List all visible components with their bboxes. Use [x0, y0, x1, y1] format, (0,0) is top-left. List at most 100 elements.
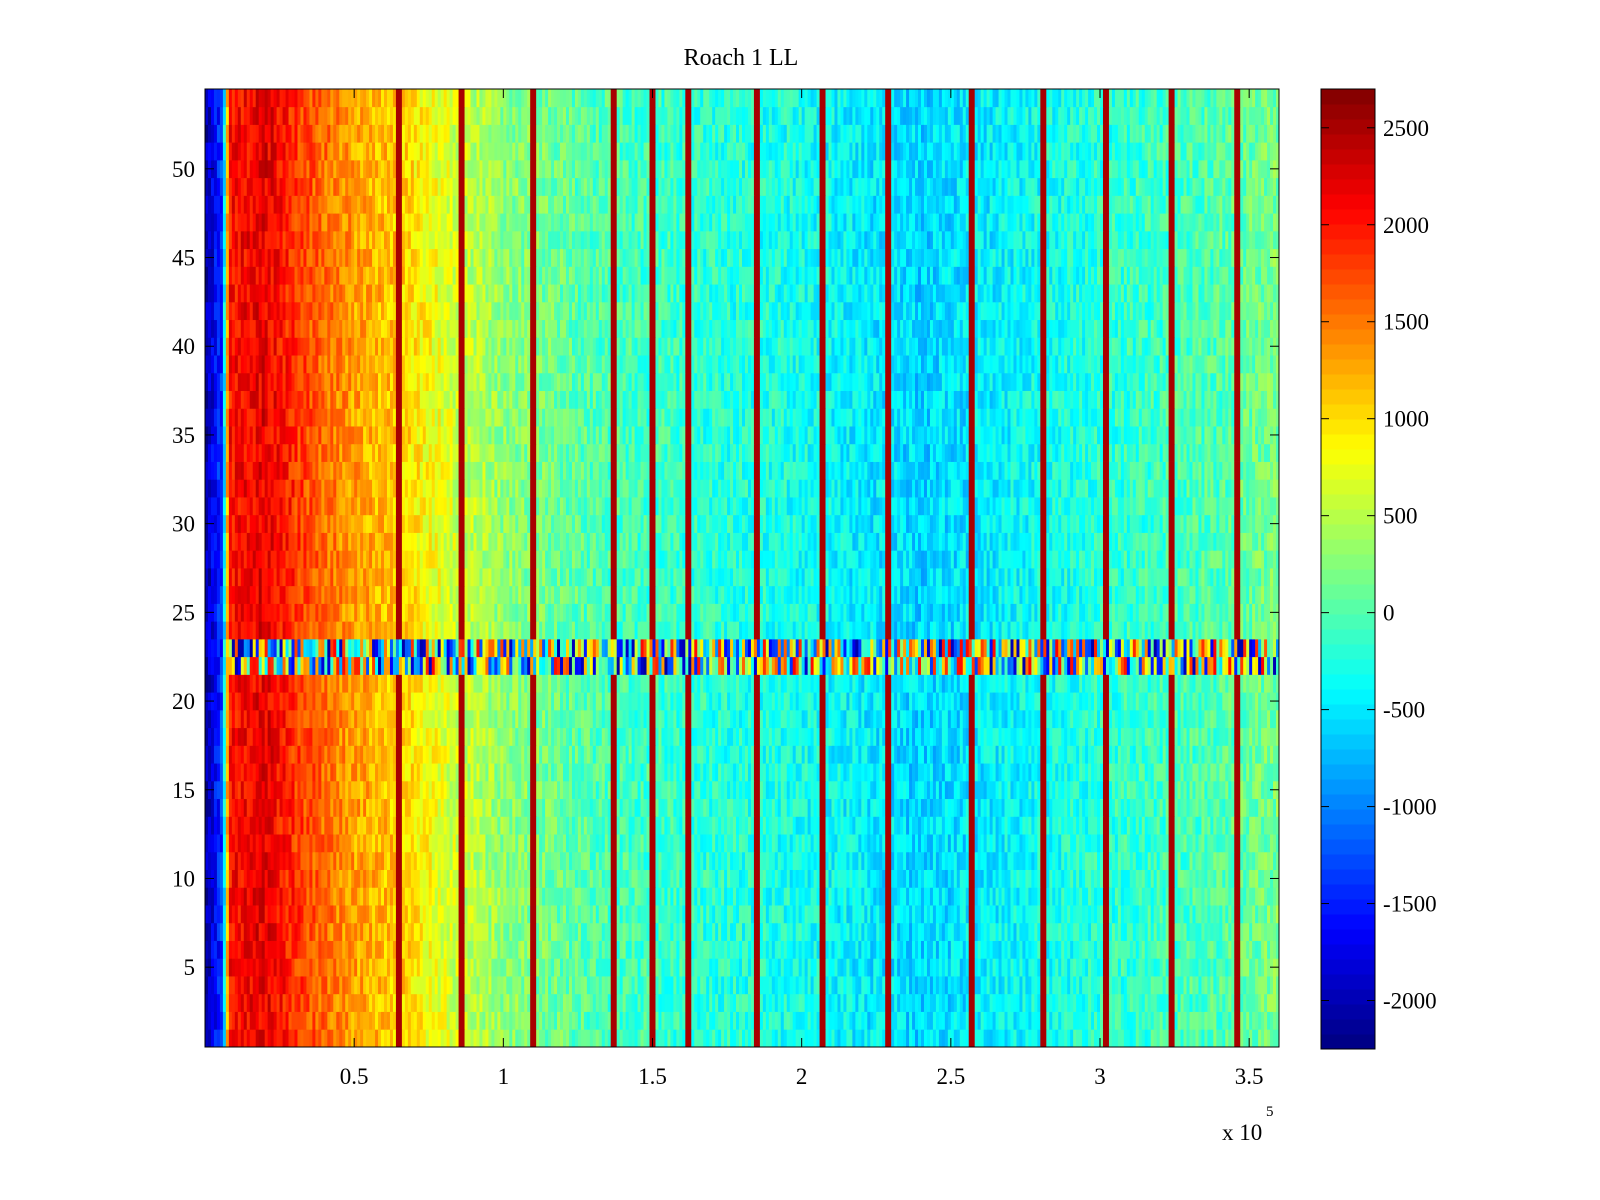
heatmap-cell [598, 905, 603, 924]
heatmap-cell [1022, 1011, 1026, 1030]
heatmap-cell [1237, 993, 1241, 1012]
heatmap-cell [697, 976, 701, 995]
heatmap-cell [837, 940, 841, 959]
heatmap-cell [1043, 851, 1047, 870]
heatmap-cell [921, 887, 925, 906]
heatmap-cell [846, 940, 850, 959]
heatmap-cell [1159, 851, 1164, 870]
heatmap-cell [616, 905, 621, 924]
heatmap-cell [724, 887, 728, 906]
heatmap-cell [882, 887, 886, 906]
heatmap-cell [744, 869, 749, 888]
heatmap-cell [1195, 816, 1199, 835]
heatmap-cell [1120, 993, 1125, 1012]
heatmap-cell [1201, 922, 1205, 941]
heatmap-cell [1213, 816, 1217, 835]
heatmap-cell [503, 922, 507, 941]
heatmap-cell [750, 1029, 755, 1048]
heatmap-cell [721, 887, 725, 906]
heatmap-cell [231, 887, 236, 906]
heatmap-cell [348, 905, 352, 924]
heatmap-cell [783, 798, 788, 817]
heatmap-cell [682, 887, 686, 906]
heatmap-cell [849, 1011, 853, 1030]
heatmap-cell [1201, 905, 1205, 924]
heatmap-cell [416, 976, 421, 995]
heatmap-cell [998, 869, 1002, 888]
heatmap-cell [1091, 922, 1095, 941]
heatmap-cell [819, 834, 823, 853]
heatmap-cell [446, 993, 451, 1012]
heatmap-cell [225, 993, 230, 1012]
heatmap-cell [774, 922, 779, 941]
heatmap-cell [401, 993, 406, 1012]
heatmap-cell [440, 958, 445, 977]
heatmap-cell [1123, 922, 1128, 941]
heatmap-cell [664, 887, 668, 906]
heatmap-cell [625, 869, 630, 888]
heatmap-cell [425, 958, 430, 977]
heatmap-cell [1138, 887, 1143, 906]
heatmap-cell [1138, 940, 1143, 959]
heatmap-cell [1108, 887, 1113, 906]
heatmap-cell [825, 976, 829, 995]
heatmap-cell [941, 887, 946, 906]
heatmap-cell [721, 851, 725, 870]
heatmap-cell [1138, 816, 1143, 835]
heatmap-cell [339, 798, 343, 817]
heatmap-cell [691, 869, 695, 888]
heatmap-cell [243, 1011, 248, 1030]
heatmap-cell [780, 976, 785, 995]
heatmap-cell [1061, 905, 1065, 924]
heatmap-cell [524, 940, 528, 959]
heatmap-cell [500, 905, 504, 924]
heatmap-cell [571, 798, 576, 817]
heatmap-cell [1165, 940, 1170, 959]
heatmap-cell [1055, 976, 1059, 995]
heatmap-cell [727, 976, 731, 995]
heatmap-cell [488, 869, 492, 888]
heatmap-cell [831, 905, 835, 924]
heatmap-cell [819, 851, 823, 870]
heatmap-cell [336, 1029, 340, 1048]
heatmap-cell [503, 1011, 507, 1030]
heatmap-cell [685, 958, 689, 977]
heatmap-cell [792, 887, 797, 906]
heatmap-cell [500, 958, 504, 977]
heatmap-cell [1144, 993, 1149, 1012]
heatmap-cell [676, 1011, 680, 1030]
heatmap-cell [264, 798, 269, 817]
heatmap-cell [888, 905, 892, 924]
heatmap-cell [410, 940, 415, 959]
heatmap-cell [1067, 851, 1071, 870]
heatmap-cell [658, 869, 662, 888]
heatmap-cell [1088, 851, 1092, 870]
heatmap-cell [1243, 834, 1247, 853]
heatmap-cell [610, 887, 615, 906]
heatmap-cell [1138, 993, 1143, 1012]
heatmap-cell [777, 1029, 782, 1048]
heatmap-cell [661, 851, 665, 870]
heatmap-cell [646, 993, 650, 1012]
heatmap-cell [828, 993, 832, 1012]
heatmap-cell [1174, 993, 1178, 1012]
heatmap-cell [613, 905, 618, 924]
heatmap-cell [706, 976, 710, 995]
heatmap-cell [1102, 887, 1107, 906]
heatmap-cell [467, 993, 471, 1012]
heatmap-cell [894, 869, 898, 888]
heatmap-cell [1222, 887, 1226, 906]
heatmap-cell [1198, 976, 1202, 995]
heatmap-cell [279, 834, 283, 853]
heatmap-cell [1204, 905, 1208, 924]
heatmap-cell [1234, 905, 1238, 924]
heatmap-cell [524, 869, 528, 888]
heatmap-cell [279, 798, 283, 817]
heatmap-cell [1091, 905, 1095, 924]
heatmap-cell [545, 851, 549, 870]
heatmap-cell [1102, 993, 1107, 1012]
heatmap-cell [1153, 816, 1158, 835]
heatmap-cell [998, 887, 1002, 906]
heatmap-cell [1264, 816, 1268, 835]
heatmap-cell [530, 1029, 534, 1048]
